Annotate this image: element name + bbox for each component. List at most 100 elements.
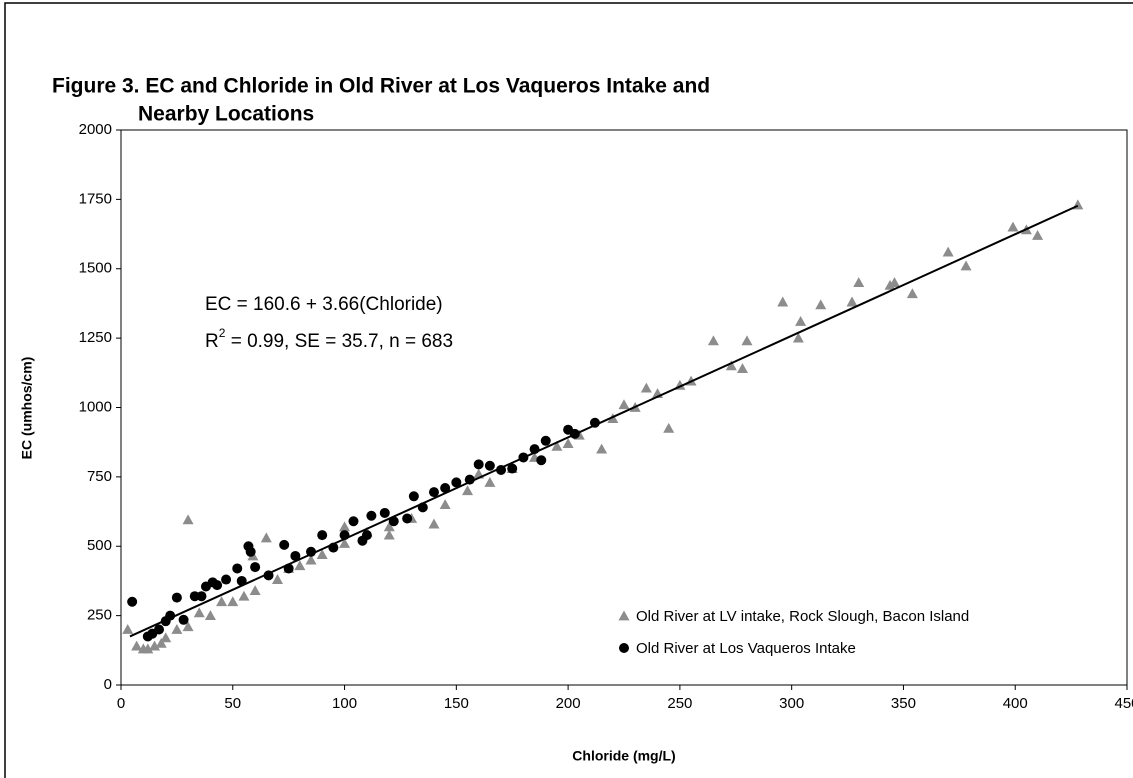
trend-line [129,204,1079,638]
triangle-point [846,296,858,307]
y-tick-label: 250 [87,607,112,624]
triangle-point [884,279,896,290]
triangle-point [551,440,563,451]
triangle-point [260,532,272,543]
triangle-point [741,335,753,346]
circle-point [232,563,243,574]
triangle-point [122,624,134,634]
r2-rest: = 0.99, SE = 35.7, n = 683 [225,331,453,352]
triangle-point [562,438,574,448]
y-axis-title: EC (umhos/cm) [19,357,35,460]
circle-point [221,574,232,585]
triangle-point [216,596,228,607]
triangle-point [707,335,719,346]
circle-point [290,550,301,561]
triangle-point [906,288,918,299]
circle-point [317,530,328,541]
chart-title: Figure 3. EC and Chloride in Old River a… [52,75,710,98]
triangle-point [618,399,630,410]
legend-label: Old River at Los Vaqueros Intake [636,640,856,657]
circle-point [348,516,359,527]
triangle-point [853,277,865,288]
circle-point [619,643,629,653]
circle-point [484,460,495,471]
circle-point [379,507,390,518]
y-tick-label: 1500 [79,260,112,277]
triangle-point [1032,229,1044,240]
equation: EC = 160.6 + 3.66(Chloride) [205,294,443,315]
circle-point [451,477,462,488]
triangle-point [942,246,954,257]
x-tick-label: 0 [117,695,125,712]
y-tick-label: 1750 [79,190,112,207]
r2-sup: 2 [219,326,226,340]
circle-point [536,455,547,466]
triangle-point [155,637,167,648]
y-tick-label: 2000 [79,121,112,138]
triangle-point [294,560,306,571]
circle-point [361,530,372,541]
triangle-point [960,260,972,271]
x-tick-label: 450 [1114,695,1133,712]
triangle-point [305,554,317,565]
y-tick-label: 750 [87,468,112,485]
circle-point [440,482,451,493]
r2-r: R [205,331,219,352]
triangle-point [204,610,216,621]
triangle-point [1007,221,1019,232]
circle-point [250,562,261,573]
circle-point [428,487,439,498]
circle-point [473,459,484,470]
triangle-point [142,643,154,654]
y-tick-label: 500 [87,537,112,554]
circle-point [196,591,207,602]
circle-point [245,546,256,557]
y-tick-label: 1250 [79,329,112,346]
triangle-point [182,514,194,525]
circle-point [154,624,165,635]
triangle-point [795,315,807,326]
x-tick-label: 100 [332,695,357,712]
triangle-point [736,363,748,374]
x-tick-label: 150 [444,695,469,712]
x-tick-label: 50 [224,695,241,712]
circle-point [171,592,182,603]
triangle-point [484,476,496,487]
triangle-point [339,521,351,532]
x-tick-label: 350 [891,695,916,712]
y-tick-label: 1000 [79,398,112,415]
triangle-point [316,549,328,559]
triangle-point [271,574,283,584]
x-tick-label: 250 [667,695,692,712]
chart-title: Nearby Locations [138,103,314,126]
x-tick-label: 300 [779,695,804,712]
circle-point [402,513,413,524]
triangle-point [131,640,143,651]
frame [4,2,1133,778]
circle-point [165,610,176,621]
triangle-point [439,499,451,510]
circle-point [366,510,377,521]
circle-point [507,463,518,474]
x-axis-title: Chloride (mg/L) [572,748,675,764]
circle-point [127,596,138,607]
triangle-point [193,607,205,618]
triangle-point [428,518,440,529]
x-tick-label: 200 [556,695,581,712]
circle-point [212,580,223,591]
triangle-point [663,422,675,433]
triangle-point [792,332,804,343]
circle-point [279,539,290,550]
y-tick-label: 0 [104,676,112,693]
triangle-point [383,529,395,540]
triangle-point [149,640,161,651]
triangle-point [339,537,351,548]
triangle-point [462,485,474,496]
triangle-point [725,360,737,371]
circle-point [540,435,551,446]
triangle-point [227,596,239,607]
triangle-point [160,632,172,643]
triangle-point [182,621,194,632]
x-tick-label: 400 [1003,695,1028,712]
